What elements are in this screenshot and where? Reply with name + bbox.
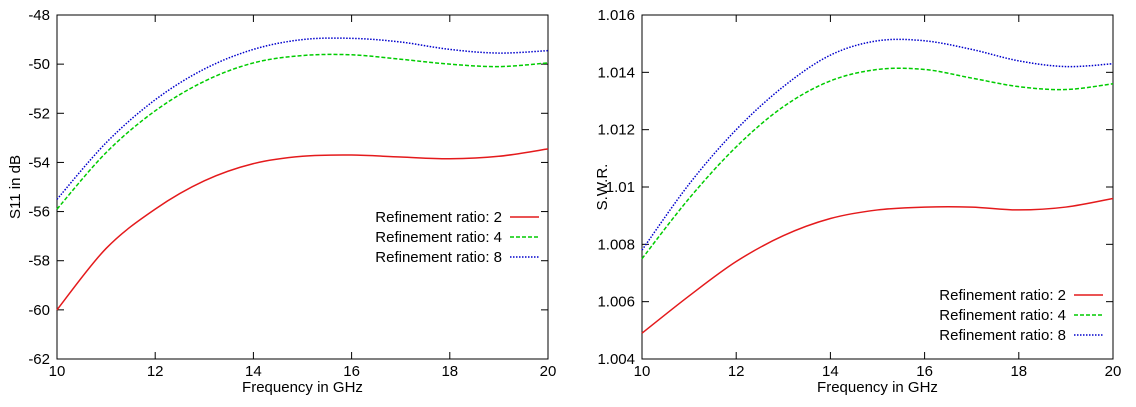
series-line-ratio-2 <box>56 148 549 311</box>
legend-label: Refinement ratio: 8 <box>375 249 502 266</box>
x-tick-label: 20 <box>540 363 557 380</box>
y-tick-label: 1.008 <box>597 236 635 253</box>
x-tick-label: 16 <box>916 363 933 380</box>
y-tick-label: -50 <box>28 56 50 73</box>
y-tick-label: 1.006 <box>597 294 635 311</box>
series-line-ratio-8 <box>641 38 1114 251</box>
x-tick-label: 20 <box>1105 363 1122 380</box>
y-tick-label: -48 <box>28 7 50 24</box>
series-line-ratio-8 <box>56 37 549 200</box>
y-tick-label: 1.014 <box>597 64 635 81</box>
s11-chart: 10 12 14 16 18 20 -62 -60 -58 -56 -54 -52 -50 -48 Freq… <box>7 7 556 396</box>
y-tick-label: -62 <box>28 351 50 368</box>
x-axis-label: Frequency in GHz <box>242 379 363 396</box>
y-tick-label: -56 <box>28 204 50 221</box>
series-line-ratio-4 <box>56 53 549 210</box>
x-tick-label: 18 <box>1010 363 1027 380</box>
y-tick-label: -58 <box>28 253 50 270</box>
y-tick-label: 1.016 <box>597 7 635 24</box>
plot-frame <box>56 14 549 360</box>
x-tick-label: 14 <box>822 363 839 380</box>
y-tick-label: -52 <box>28 105 50 122</box>
legend-label: Refinement ratio: 2 <box>939 287 1066 304</box>
x-axis-label: Frequency in GHz <box>817 379 938 396</box>
x-tick-label: 12 <box>728 363 745 380</box>
y-tick-label: -60 <box>28 302 50 319</box>
x-tick-label: 12 <box>147 363 164 380</box>
series-line-ratio-4 <box>641 67 1114 260</box>
y-tick-label: 1.01 <box>606 179 635 196</box>
x-tick-label: 10 <box>634 363 651 380</box>
x-tick-label: 10 <box>49 363 66 380</box>
legend-label: Refinement ratio: 4 <box>939 307 1066 324</box>
y-tick-label: -54 <box>28 154 50 171</box>
x-tick-label: 18 <box>441 363 458 380</box>
legend-label: Refinement ratio: 4 <box>375 229 502 246</box>
y-tick-label: 1.004 <box>597 351 635 368</box>
x-tick-label: 16 <box>343 363 360 380</box>
x-tick-label: 14 <box>245 363 262 380</box>
series-line-ratio-2 <box>641 197 1114 334</box>
y-axis-label: S11 in dB <box>7 155 24 219</box>
y-tick-label: 1.012 <box>597 122 635 139</box>
swr-chart: 10 12 14 16 18 20 1.004 1.006 1.008 1.01 1.012 1.01… <box>594 7 1121 396</box>
legend-label: Refinement ratio: 2 <box>375 209 502 226</box>
legend-label: Refinement ratio: 8 <box>939 327 1066 344</box>
y-axis-label: S.W.R. <box>594 164 611 211</box>
